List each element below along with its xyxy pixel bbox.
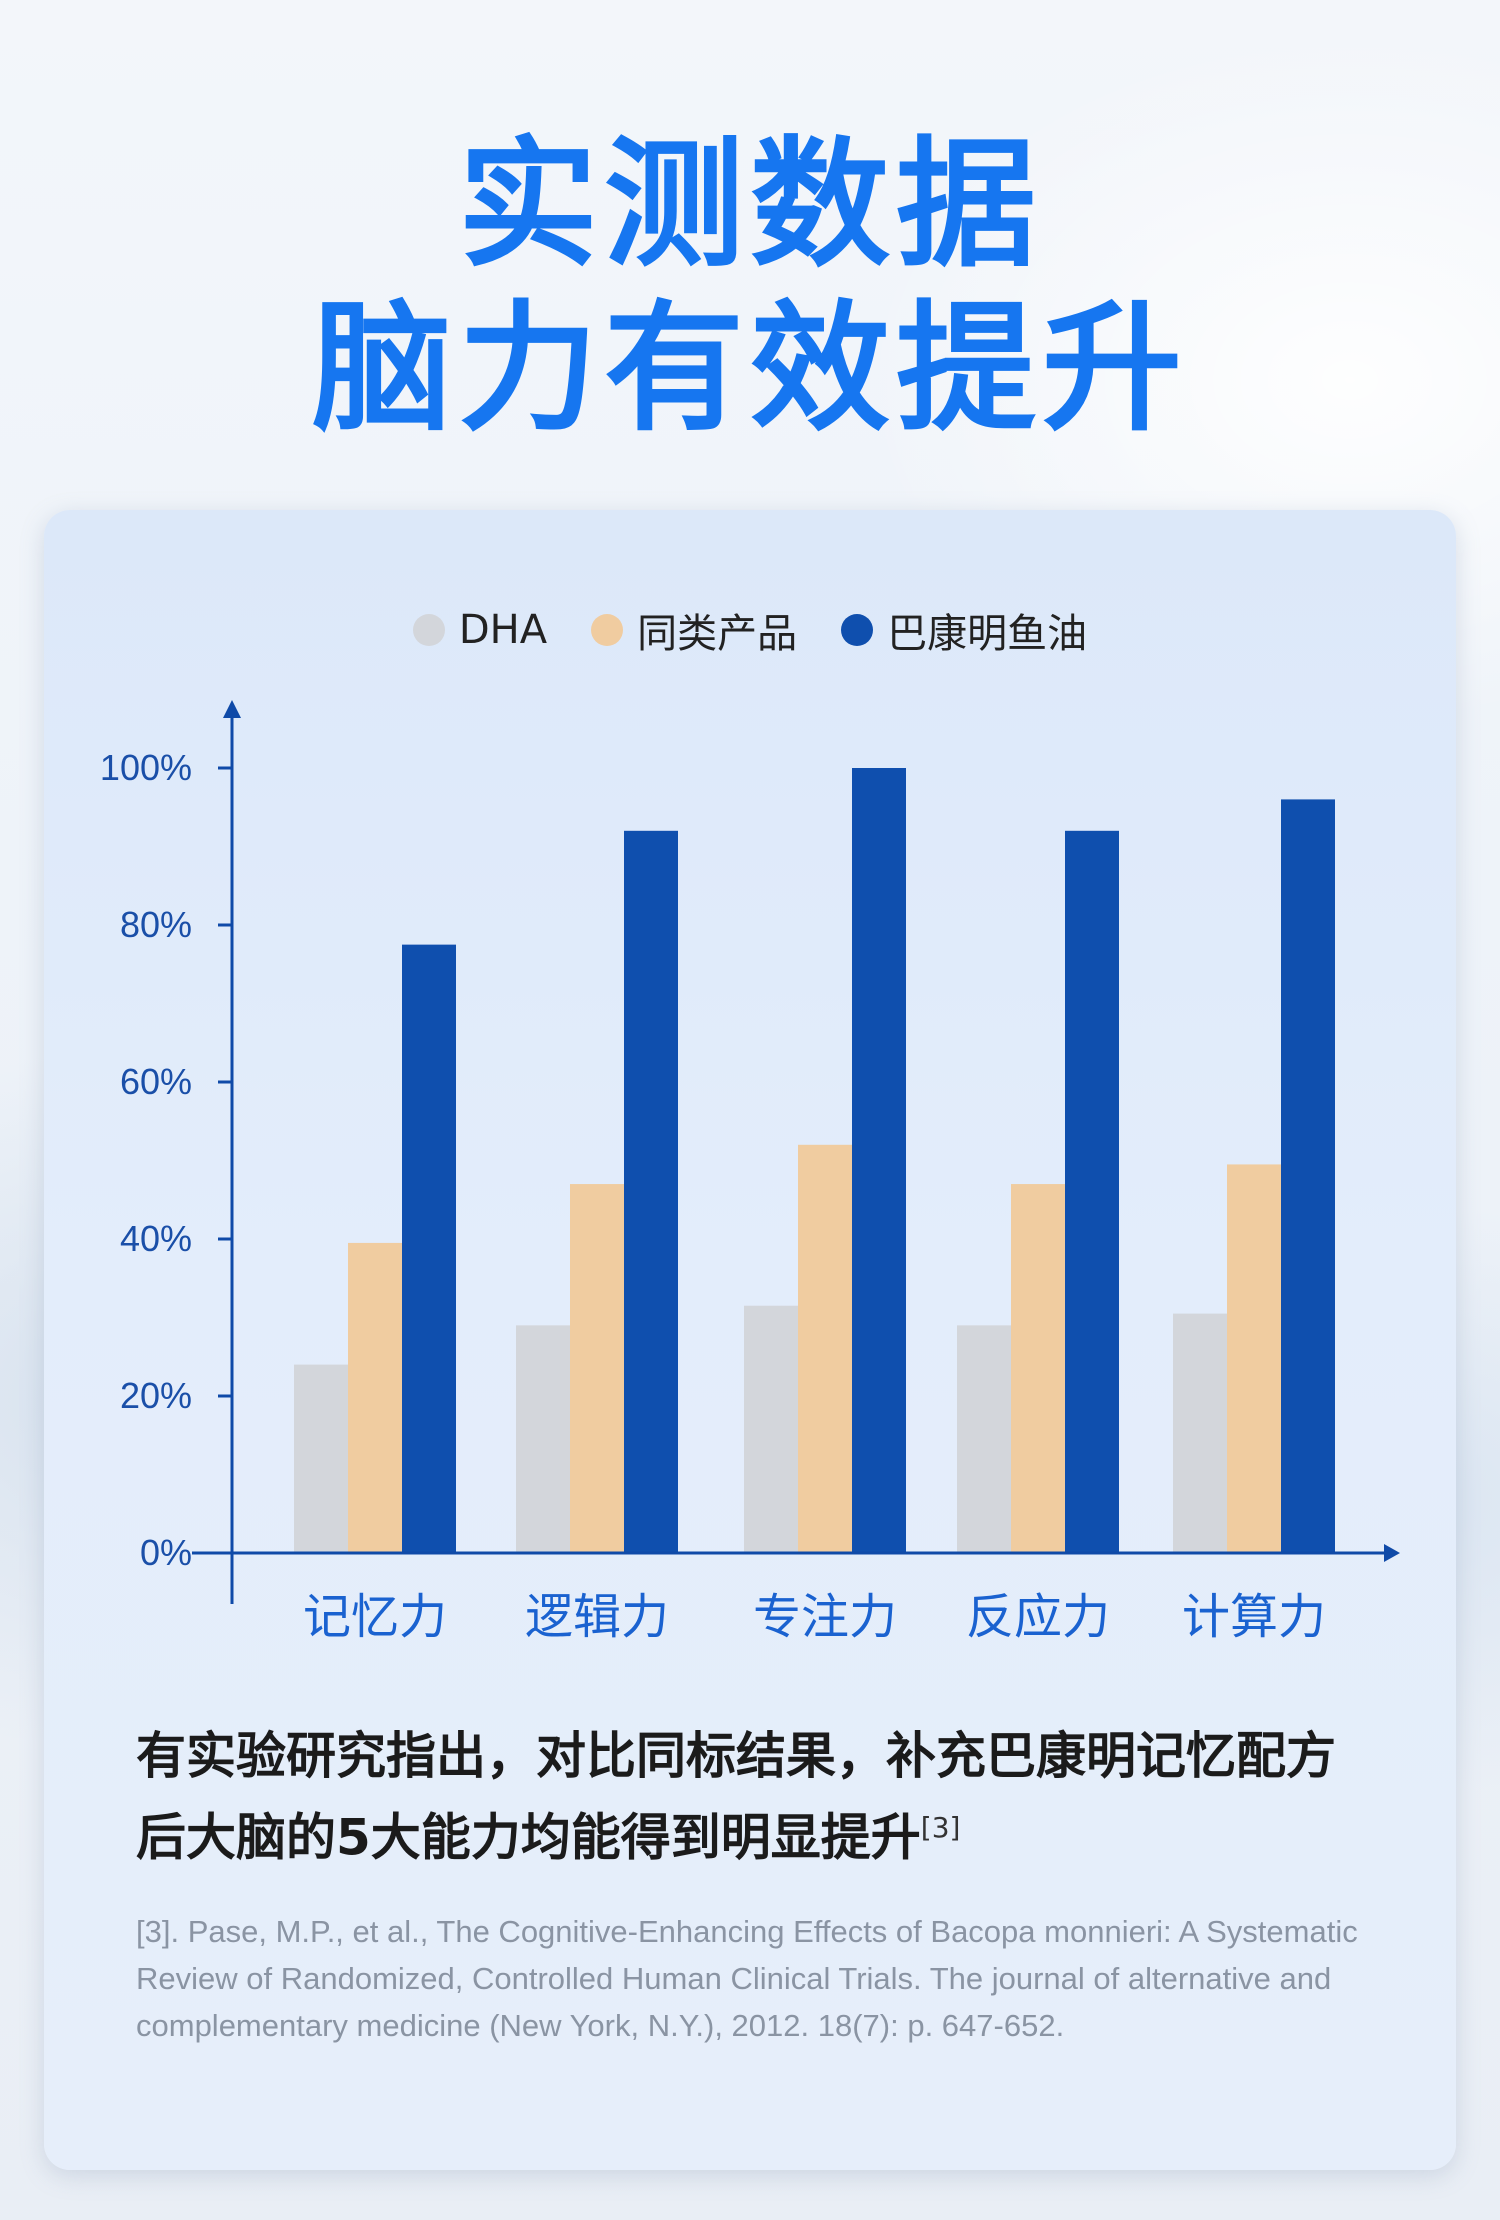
- bar-bakang-fish-oil-1: [624, 830, 678, 1553]
- bar-dha-4: [1173, 1313, 1227, 1553]
- y-tick-label-3: 60%: [120, 1061, 192, 1102]
- bar-dha-0: [294, 1364, 348, 1553]
- bar-similar-products-2: [798, 1144, 852, 1553]
- headline-line-1: 实测数据: [457, 124, 1042, 287]
- bar-bakang-fish-oil-0: [402, 944, 456, 1553]
- bar-bakang-fish-oil-2: [852, 768, 906, 1553]
- y-tick-label-1: 20%: [120, 1375, 192, 1416]
- bar-similar-products-0: [348, 1242, 402, 1553]
- bar-dha-2: [744, 1305, 798, 1553]
- bar-similar-products-4: [1227, 1164, 1281, 1553]
- x-axis-arrow: [1384, 1544, 1400, 1562]
- y-tick-label-2: 40%: [120, 1218, 192, 1259]
- bar-chart: 0% 20% 40% 60% 80% 100% 记忆力 逻辑力 专注力 反应力 计算力: [100, 700, 1400, 1645]
- y-axis-arrow: [223, 700, 241, 718]
- category-label-0: 记忆力: [303, 1589, 447, 1645]
- y-tick-label-5: 100%: [100, 747, 192, 788]
- legend-swatch-dha: [412, 614, 445, 646]
- y-tick-label-4: 80%: [120, 904, 192, 945]
- headline-line-2: 脑力有效提升: [311, 288, 1188, 451]
- category-label-4: 计算力: [1182, 1589, 1326, 1645]
- category-label-3: 反应力: [966, 1589, 1110, 1645]
- legend-item-bakang-fish-oil: 巴康明鱼油: [841, 601, 1087, 659]
- summary-text: 有实验研究指出，对比同标结果，补充巴康明记忆配方后大脑的5大能力均能得到明显提升…: [136, 1720, 1376, 1874]
- category-label-2: 专注力: [753, 1589, 897, 1645]
- bar-dha-3: [957, 1325, 1011, 1553]
- legend-label-dha: DHA: [458, 607, 548, 653]
- legend-swatch-similar-products: [591, 614, 624, 646]
- legend-swatch-bakang-fish-oil: [841, 614, 874, 646]
- summary-body: 有实验研究指出，对比同标结果，补充巴康明记忆配方后大脑的5大能力均能得到明显提升: [136, 1727, 1336, 1867]
- reference-note: [3]. Pase, M.P., et al., The Cognitive-E…: [136, 1914, 1358, 2043]
- chart-legend: DHA 同类产品 巴康明鱼油: [0, 600, 1500, 660]
- bar-similar-products-3: [1011, 1184, 1065, 1553]
- category-label-1: 逻辑力: [525, 1589, 669, 1645]
- legend-label-similar-products: 同类产品: [637, 611, 798, 657]
- bar-bakang-fish-oil-3: [1065, 830, 1119, 1553]
- legend-item-similar-products: 同类产品: [591, 601, 797, 659]
- summary-citation: [3]: [920, 1811, 961, 1844]
- bar-bakang-fish-oil-4: [1281, 799, 1335, 1553]
- y-tick-label-0: 0%: [140, 1532, 192, 1573]
- legend-label-bakang-fish-oil: 巴康明鱼油: [887, 611, 1088, 657]
- bar-dha-1: [516, 1325, 570, 1553]
- legend-item-dha: DHA: [412, 607, 548, 653]
- bar-similar-products-1: [570, 1184, 624, 1553]
